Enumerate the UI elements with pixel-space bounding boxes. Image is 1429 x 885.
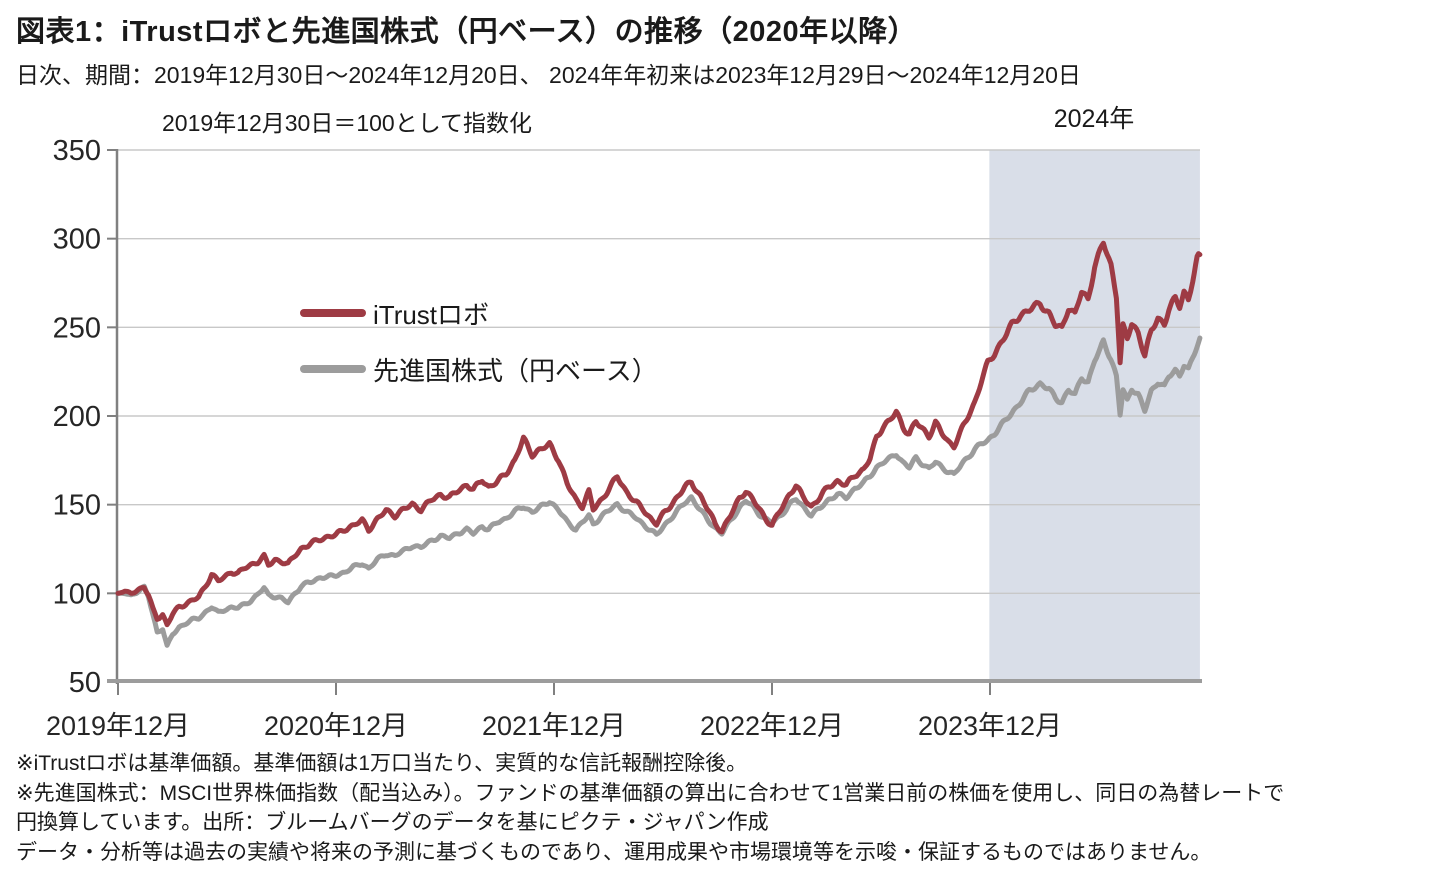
legend-item-world-equity: 先進国株式（円ベース）: [300, 356, 658, 386]
series-itrust-robo-line: [115, 240, 1203, 628]
footnote-line: 円換算しています。出所：ブルームバーグのデータを基にピクテ・ジャパン作成: [16, 811, 769, 834]
y-tick-label: 50: [69, 667, 101, 699]
footnote-line: ※iTrustロボは基準価額。基準価額は1万口当たり、実質的な信託報酬控除後。: [16, 752, 748, 775]
x-tick-label: 2019年12月: [46, 711, 190, 741]
y-tick-label: 300: [53, 224, 101, 256]
highlight-year-label: 2024年: [1053, 105, 1135, 133]
legend-label-world-equity: 先進国株式（円ベース）: [373, 355, 658, 386]
chart-subtitle: 日次、期間：2019年12月30日～2024年12月20日、 2024年年初来は…: [16, 62, 1081, 88]
y-tick-label: 200: [53, 401, 101, 433]
y-tick-label: 150: [53, 490, 101, 522]
x-tick-label: 2023年12月: [918, 711, 1062, 741]
page-title: 図表1：iTrustロボと先進国株式（円ベース）の推移（2020年以降）: [16, 16, 918, 48]
x-tick-label: 2022年12月: [700, 711, 844, 741]
footnote-line: ※先進国株式：MSCI世界株価指数（配当込み）。ファンドの基準価額の算出に合わせ…: [16, 781, 1285, 805]
world-equity-line-swatch: [300, 365, 366, 373]
x-tick-label: 2021年12月: [482, 711, 626, 741]
series-world-equity-line: [115, 335, 1203, 648]
x-tick-label: 2020年12月: [264, 711, 408, 741]
legend-item-itrust-robo: iTrustロボ: [300, 300, 489, 330]
y-tick-label: 350: [53, 135, 101, 167]
y-tick-label: 100: [53, 578, 101, 610]
index-base-note: 2019年12月30日＝100として指数化: [162, 110, 533, 136]
footnote-line: データ・分析等は過去の実績や将来の予測に基づくものであり、運用成果や市場環境等を…: [16, 840, 1212, 864]
legend-label-itrust-robo: iTrustロボ: [373, 299, 490, 330]
footnotes: ※iTrustロボは基準価額。基準価額は1万口当たり、実質的な信託報酬控除後。 …: [16, 749, 1284, 867]
y-tick-label: 250: [53, 312, 101, 344]
itrust-robo-line-swatch: [300, 309, 366, 317]
